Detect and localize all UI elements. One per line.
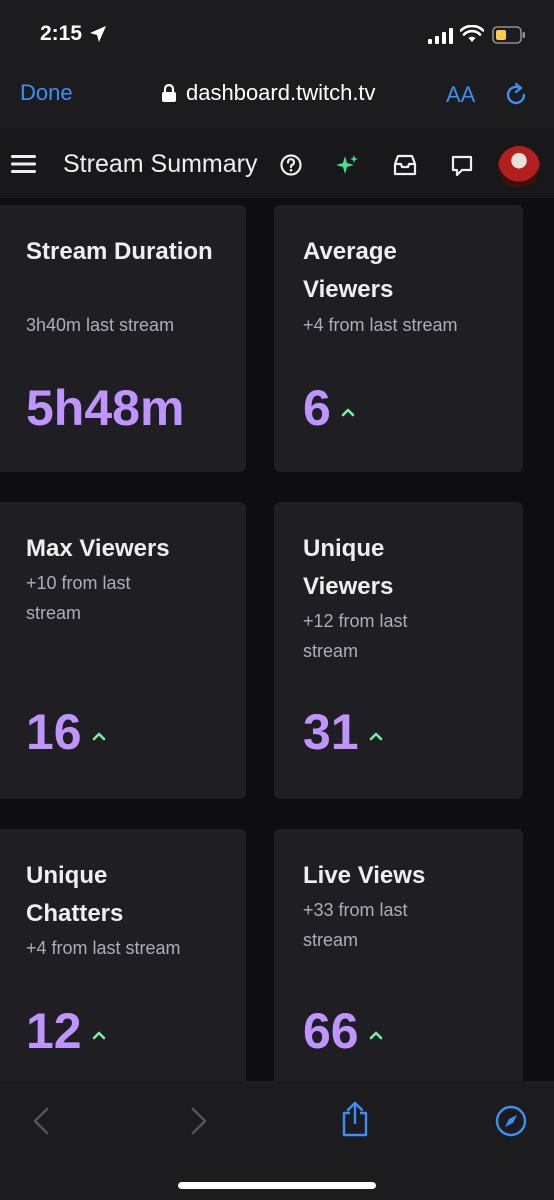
stat-card-unique-viewers: Unique Viewers +12 from last stream 31 [274, 502, 523, 799]
arrow-up-icon [369, 732, 382, 741]
share-icon[interactable] [340, 1101, 370, 1137]
status-time: 2:15 [40, 22, 83, 45]
stat-card-max-viewers: Max Viewers +10 from last stream 16 [0, 502, 246, 799]
stat-value-text: 16 [26, 704, 82, 760]
stat-card-subtitle: 3h40m last stream [26, 315, 175, 335]
stat-card-value: 12 [26, 1003, 106, 1059]
signal-icon [428, 28, 453, 44]
arrow-up-icon [92, 732, 105, 741]
stat-card-value: 6 [303, 380, 355, 436]
location-arrow-icon [90, 26, 106, 42]
stat-card-subtitle: +12 from last stream [303, 611, 408, 661]
sparkle-icon[interactable] [334, 153, 360, 179]
stat-value-text: 12 [26, 1003, 82, 1059]
help-icon[interactable] [280, 154, 302, 176]
stat-value-text: 6 [303, 380, 331, 436]
stat-card-title: Live Views [303, 862, 426, 889]
stat-value-text: 31 [303, 704, 359, 760]
stat-card-stream-duration: Stream Duration 3h40m last stream 5h48m [0, 205, 246, 472]
stat-card-title: Unique Chatters [26, 862, 124, 927]
compass-icon[interactable] [495, 1105, 527, 1137]
stat-card-title: Average Viewers [303, 238, 397, 303]
arrow-up-icon [92, 1031, 105, 1040]
stat-card-title: Max Viewers [26, 535, 170, 562]
url-text[interactable]: dashboard.twitch.tv [186, 80, 376, 105]
arrow-up-icon [369, 1031, 382, 1040]
avatar[interactable] [498, 146, 540, 188]
lock-icon [162, 83, 176, 102]
reload-icon[interactable] [503, 82, 529, 108]
stat-card-value: 16 [26, 704, 106, 760]
stat-card-value: 66 [303, 1003, 383, 1059]
stream-summary-content: Stream Duration 3h40m last stream 5h48m … [0, 199, 554, 1081]
wifi-icon [460, 25, 484, 42]
stat-card-live-views: Live Views +33 from last stream 66 [274, 829, 523, 1081]
text-size-button[interactable]: AA [446, 82, 476, 107]
browser-url-bar: Done dashboard.twitch.tv AA [0, 62, 554, 128]
whisper-icon[interactable] [450, 154, 474, 178]
stat-value-text: 5h48m [26, 380, 185, 436]
stat-card-unique-chatters: Unique Chatters +4 from last stream 12 [0, 829, 246, 1081]
stat-card-title: Unique Viewers [303, 535, 394, 600]
stat-card-subtitle: +4 from last stream [26, 938, 181, 958]
home-indicator [178, 1182, 376, 1189]
stat-card-title: Stream Duration [26, 238, 213, 265]
stat-card-average-viewers: Average Viewers +4 from last stream 6 [274, 205, 523, 472]
stat-card-subtitle: +4 from last stream [303, 315, 458, 335]
app-header: Stream Summary [0, 128, 554, 199]
status-bar: 2:15 [0, 0, 554, 62]
back-icon[interactable] [32, 1106, 50, 1136]
done-button[interactable]: Done [20, 80, 73, 105]
arrow-up-icon [341, 408, 355, 417]
inbox-icon[interactable] [392, 154, 418, 176]
stat-card-value: 5h48m [26, 380, 184, 436]
forward-icon[interactable] [190, 1106, 208, 1136]
stat-card-value: 31 [303, 704, 383, 760]
stat-card-subtitle: +10 from last stream [26, 573, 131, 623]
hamburger-icon[interactable] [11, 154, 37, 174]
stat-card-subtitle: +33 from last stream [303, 900, 408, 950]
browser-toolbar [0, 1081, 554, 1200]
page-title: Stream Summary [63, 150, 258, 178]
stat-value-text: 66 [303, 1003, 359, 1059]
battery-icon [492, 26, 525, 44]
